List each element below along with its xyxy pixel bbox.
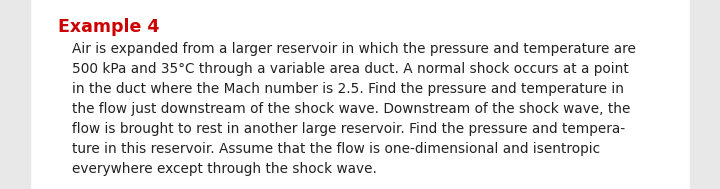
Text: Air is expanded from a larger reservoir in which the pressure and temperature ar: Air is expanded from a larger reservoir … (72, 42, 636, 56)
Text: Example 4: Example 4 (58, 18, 159, 36)
Text: flow is brought to rest in another large reservoir. Find the pressure and temper: flow is brought to rest in another large… (72, 122, 625, 136)
Text: in the duct where the Mach number is 2.5. Find the pressure and temperature in: in the duct where the Mach number is 2.5… (72, 82, 624, 96)
Text: everywhere except through the shock wave.: everywhere except through the shock wave… (72, 162, 377, 176)
Text: ture in this reservoir. Assume that the flow is one-dimensional and isentropic: ture in this reservoir. Assume that the … (72, 142, 600, 156)
Text: the flow just downstream of the shock wave. Downstream of the shock wave, the: the flow just downstream of the shock wa… (72, 102, 631, 116)
Text: 500 kPa and 35°C through a variable area duct. A normal shock occurs at a point: 500 kPa and 35°C through a variable area… (72, 62, 629, 76)
